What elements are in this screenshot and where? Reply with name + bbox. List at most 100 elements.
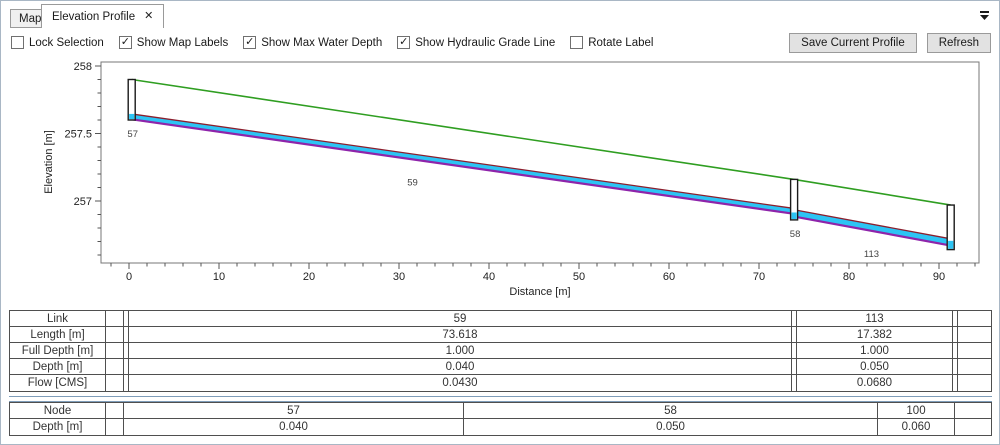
spacer-cell	[106, 419, 124, 435]
collapse-panel-icon[interactable]	[979, 8, 990, 20]
svg-text:0: 0	[126, 271, 132, 283]
spacer-cell	[955, 419, 991, 435]
node-divider-cell	[124, 327, 129, 342]
link-113-value: 0.0680	[797, 375, 953, 391]
svg-text:70: 70	[753, 271, 765, 283]
link-59-value: 1.000	[129, 343, 792, 358]
checkbox-show-hydraulic-grade-line-box[interactable]	[397, 36, 411, 49]
spacer-cell	[958, 327, 991, 342]
node-divider-cell	[953, 359, 958, 374]
link-row-label: Full Depth [m]	[10, 343, 106, 358]
link-59-value: 73.618	[129, 327, 792, 342]
node-table-row: Node 57 58 100	[10, 403, 991, 419]
link-59-value: 0.0430	[129, 375, 792, 391]
checkbox-lock-selection-label: Lock Selection	[29, 36, 104, 49]
checkbox-show-max-water-depth[interactable]: Show Max Water Depth	[243, 36, 382, 49]
svg-text:50: 50	[573, 271, 585, 283]
link-table-row: Depth [m] 0.040 0.050	[10, 359, 991, 375]
checkbox-show-max-water-depth-label: Show Max Water Depth	[261, 36, 383, 49]
checkbox-lock-selection-box[interactable]	[11, 36, 24, 49]
node-100-value: 0.060	[878, 419, 955, 435]
spacer-cell	[106, 375, 124, 391]
profile-toolbar: Lock Selection Show Map Labels Show Max …	[11, 30, 991, 55]
spacer-cell	[106, 327, 124, 342]
node-row-label: Node	[10, 403, 106, 418]
svg-text:257.5: 257.5	[64, 129, 92, 141]
link-113-value: 1.000	[797, 343, 953, 358]
close-icon[interactable]: ✕	[144, 10, 154, 22]
node-divider-cell	[124, 359, 129, 374]
tab-elevation-profile-label: Elevation Profile	[52, 10, 136, 23]
link-row-label: Flow [CMS]	[10, 375, 106, 391]
spacer-cell	[958, 311, 991, 326]
node-57-value: 57	[124, 403, 464, 418]
link-table-row: Full Depth [m] 1.000 1.000	[10, 343, 991, 359]
link-113-value: 17.382	[797, 327, 953, 342]
checkbox-show-hydraulic-grade-line-label: Show Hydraulic Grade Line	[415, 36, 556, 49]
node-100-value: 100	[878, 403, 955, 418]
link-table-row: Link 59 113	[10, 311, 991, 327]
checkbox-rotate-label-box[interactable]	[570, 36, 584, 49]
checkbox-show-map-labels-label: Show Map Labels	[136, 36, 229, 49]
node-divider-cell	[792, 311, 797, 326]
svg-text:80: 80	[843, 271, 855, 283]
node-table-row: Depth [m] 0.040 0.050 0.060	[10, 419, 991, 435]
spacer-cell	[106, 311, 124, 326]
svg-text:257: 257	[74, 196, 92, 208]
svg-text:60: 60	[663, 271, 675, 283]
link-table-row: Length [m] 73.618 17.382	[10, 327, 991, 343]
svg-text:113: 113	[864, 249, 879, 260]
node-divider-cell	[792, 327, 797, 342]
spacer-cell	[958, 343, 991, 358]
svg-text:90: 90	[933, 271, 945, 283]
spacer-cell	[958, 375, 991, 391]
svg-text:Distance [m]: Distance [m]	[509, 286, 570, 298]
checkbox-show-max-water-depth-box[interactable]	[243, 36, 257, 49]
node-table: Node 57 58 100 Depth [m] 0.040 0.050 0.0…	[9, 402, 992, 436]
svg-text:40: 40	[483, 271, 495, 283]
svg-text:59: 59	[407, 177, 418, 188]
link-table-row: Flow [CMS] 0.0430 0.0680	[10, 375, 991, 391]
node-divider-cell	[124, 343, 129, 358]
save-current-profile-button[interactable]: Save Current Profile	[789, 32, 917, 53]
svg-text:58: 58	[790, 229, 801, 240]
node-divider-cell	[124, 311, 129, 326]
svg-text:20: 20	[303, 271, 315, 283]
checkbox-lock-selection[interactable]: Lock Selection	[11, 36, 104, 49]
node-divider-cell	[792, 375, 797, 391]
node-divider-cell	[792, 359, 797, 374]
svg-text:10: 10	[213, 271, 225, 283]
checkbox-show-map-labels[interactable]: Show Map Labels	[118, 36, 229, 49]
table-separator	[9, 396, 992, 402]
link-113-value: 0.050	[797, 359, 953, 374]
checkbox-rotate-label[interactable]: Rotate Label	[570, 36, 653, 49]
node-divider-cell	[792, 343, 797, 358]
checkbox-rotate-label-label: Rotate Label	[588, 36, 654, 49]
node-divider-cell	[953, 343, 958, 358]
svg-text:57: 57	[127, 129, 138, 140]
checkbox-show-hydraulic-grade-line[interactable]: Show Hydraulic Grade Line	[397, 36, 555, 49]
link-table: Link 59 113 Length [m] 73.618 17.382 Ful…	[9, 310, 992, 392]
tab-elevation-profile[interactable]: Elevation Profile ✕	[41, 4, 165, 28]
node-57-value: 0.040	[124, 419, 464, 435]
node-divider-cell	[124, 375, 129, 391]
node-divider-cell	[953, 311, 958, 326]
link-113-value: 113	[797, 311, 953, 326]
spacer-cell	[106, 403, 124, 418]
spacer-cell	[958, 359, 991, 374]
spacer-cell	[955, 403, 991, 418]
node-row-label: Depth [m]	[10, 419, 106, 435]
svg-text:30: 30	[393, 271, 405, 283]
refresh-button[interactable]: Refresh	[926, 32, 991, 53]
node-divider-cell	[953, 375, 958, 391]
link-row-label: Length [m]	[10, 327, 106, 342]
svg-text:Elevation [m]: Elevation [m]	[43, 130, 55, 194]
link-row-label: Link	[10, 311, 106, 326]
checkbox-show-map-labels-box[interactable]	[118, 36, 132, 49]
svg-text:258: 258	[74, 61, 92, 73]
node-divider-cell	[953, 327, 958, 342]
node-58-value: 58	[464, 403, 878, 418]
link-59-value: 59	[129, 311, 792, 326]
spacer-cell	[106, 343, 124, 358]
